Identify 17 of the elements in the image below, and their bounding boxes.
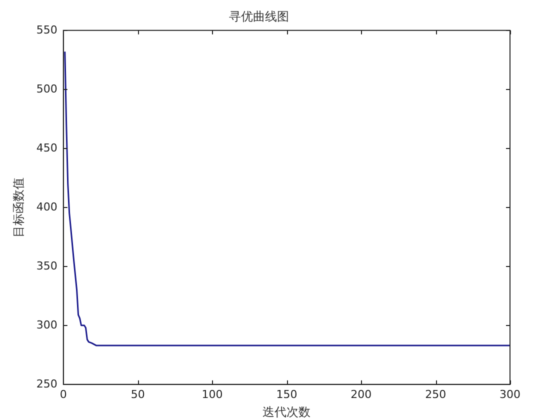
x-axis-title: 迭代次数 — [262, 404, 311, 419]
y-tick-label: 300 — [36, 318, 58, 332]
x-tick-label: 100 — [202, 388, 223, 401]
x-tick-label: 200 — [350, 388, 372, 401]
y-tick-label: 350 — [36, 259, 58, 272]
x-tick-label: 250 — [425, 388, 446, 401]
y-tick-label: 400 — [36, 200, 58, 214]
x-tick-label: 0 — [60, 388, 67, 401]
y-axis-title: 目标函数值 — [11, 177, 26, 238]
y-tick-label: 450 — [36, 141, 58, 154]
y-tick-label: 500 — [36, 82, 58, 96]
chart-title: 寻优曲线图 — [229, 9, 289, 24]
x-tick-label: 50 — [130, 388, 145, 401]
x-tick-label: 300 — [500, 388, 520, 401]
x-tick-label: 150 — [276, 388, 298, 401]
y-tick-label: 250 — [36, 377, 58, 390]
y-tick-label: 550 — [36, 23, 58, 36]
